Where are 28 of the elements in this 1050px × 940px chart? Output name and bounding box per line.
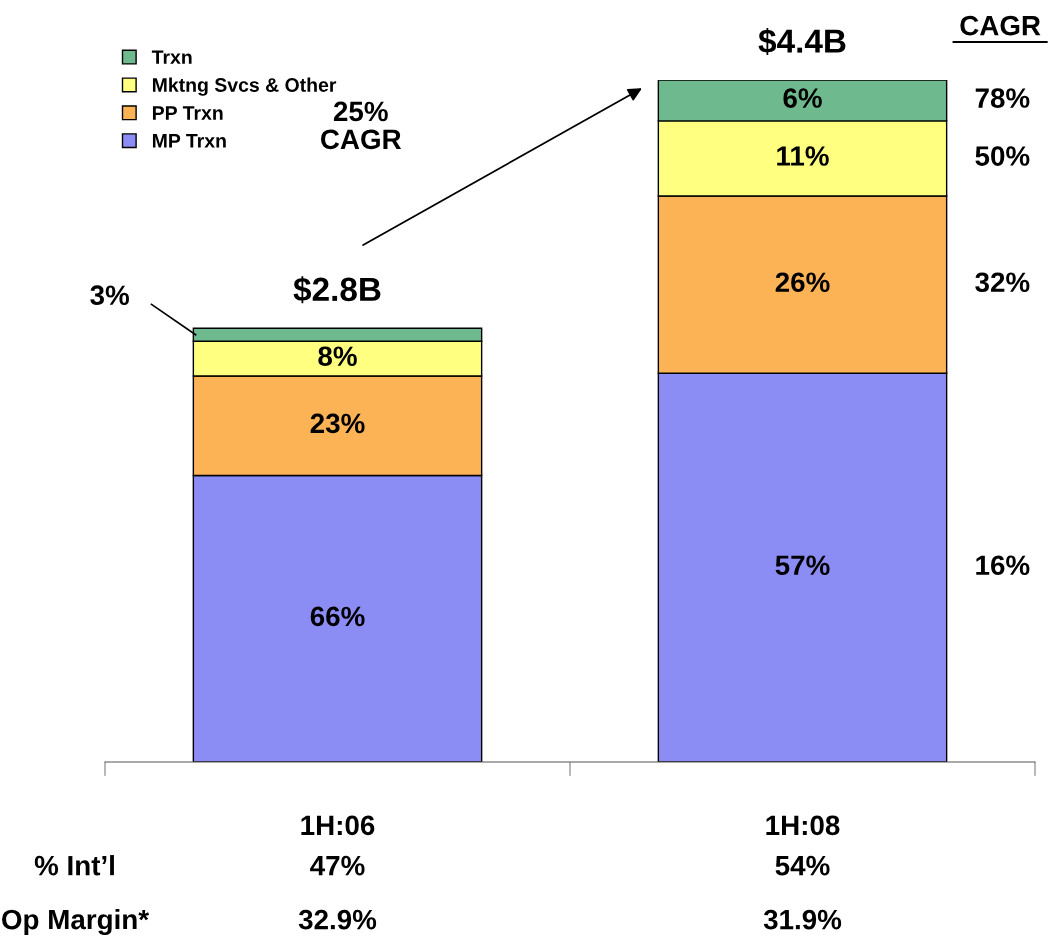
annotation: 66% bbox=[310, 606, 365, 627]
text: % Int’l bbox=[34, 855, 114, 876]
annotation: 8% bbox=[318, 346, 357, 367]
legend-label: MP Trxn bbox=[152, 134, 226, 148]
annotation: $2.8B bbox=[293, 276, 381, 304]
annotation: 78% bbox=[975, 88, 1030, 108]
text: 31.9% bbox=[763, 909, 842, 930]
text: CAGR bbox=[960, 15, 1041, 36]
text: Op Margin* bbox=[2, 908, 150, 936]
x-tick-label: 1H:08 bbox=[766, 815, 840, 836]
annotation: 11% bbox=[777, 146, 829, 166]
annotation: 25% CAGR bbox=[321, 101, 402, 150]
annotation: 23% bbox=[310, 413, 365, 434]
x-tick-label: 1H:06 bbox=[301, 815, 375, 836]
annotation: 32% bbox=[975, 272, 1030, 293]
annotation: 6% bbox=[783, 88, 822, 108]
annotation: 3% bbox=[90, 285, 129, 306]
text: 32.9% bbox=[298, 909, 377, 930]
text: 54% bbox=[775, 855, 830, 876]
annotation: 26% bbox=[775, 272, 830, 293]
annotation: 16% bbox=[976, 555, 1030, 576]
annotation: 57% bbox=[775, 555, 830, 576]
legend-label: Mktng Svcs & Other bbox=[152, 77, 337, 96]
legend-label: Trxn bbox=[151, 50, 192, 64]
legend-label: PP Trxn bbox=[152, 106, 223, 120]
text: 47% bbox=[310, 855, 365, 876]
text: $4.4B bbox=[758, 27, 846, 56]
annotation: 50% bbox=[975, 146, 1030, 166]
